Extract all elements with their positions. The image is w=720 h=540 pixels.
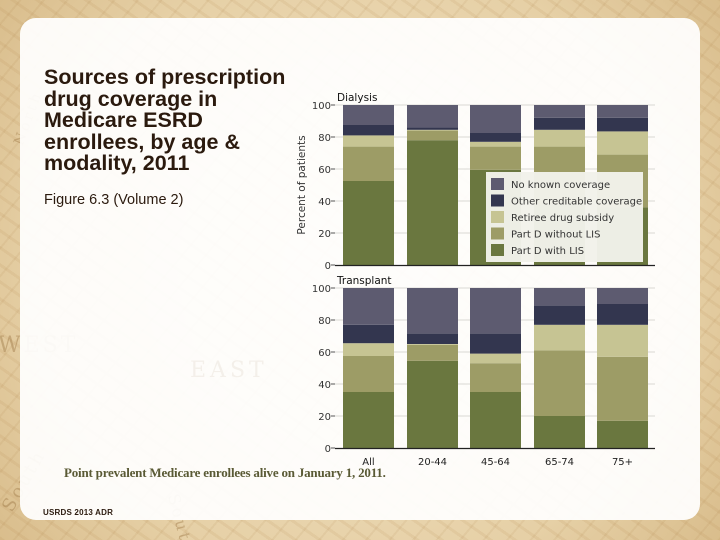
bar-segment-part-d-without-lis <box>407 344 458 361</box>
bar-segment-part-d-without-lis <box>470 146 521 170</box>
bar-segment-retiree-drug-subsidy <box>534 129 585 147</box>
bar-segment-retiree-drug-subsidy <box>343 135 394 147</box>
chart-footnote: Point prevalent Medicare enrollees alive… <box>64 465 386 480</box>
bar-segment-no-known-coverage <box>343 105 394 125</box>
bar-segment-other-creditable-coverage <box>597 117 648 132</box>
legend-label: Part D without LIS <box>511 230 600 241</box>
y-tick-label: 80 <box>318 316 331 327</box>
bar-segment-no-known-coverage <box>470 105 521 133</box>
bar-segment-retiree-drug-subsidy <box>407 129 458 131</box>
legend-label: Other creditable coverage <box>511 197 642 208</box>
y-tick-label: 60 <box>318 165 331 176</box>
legend-swatch <box>491 227 504 240</box>
y-tick-label: 80 <box>318 133 331 144</box>
bar-segment-part-d-without-lis <box>343 146 394 181</box>
bar-segment-retiree-drug-subsidy <box>534 324 585 351</box>
y-tick-label: 100 <box>312 284 331 295</box>
x-tick-label: 65-74 <box>545 457 574 468</box>
panel-watermark-word: EAST <box>190 358 268 383</box>
bar-segment-no-known-coverage <box>597 288 648 304</box>
bar-segment-part-d-with-lis <box>597 420 648 448</box>
bar-segment-retiree-drug-subsidy <box>597 131 648 155</box>
bar-segment-no-known-coverage <box>343 288 394 325</box>
bar-segment-other-creditable-coverage <box>597 304 648 325</box>
bar-segment-retiree-drug-subsidy <box>470 141 521 147</box>
bar-segment-retiree-drug-subsidy <box>407 344 458 345</box>
x-tick-label: 75+ <box>612 457 633 468</box>
legend-swatch <box>491 194 504 207</box>
bar-segment-part-d-with-lis <box>407 140 458 265</box>
legend-label: Part D with LIS <box>511 246 584 257</box>
bar-segment-no-known-coverage <box>407 105 458 128</box>
x-tick-label: All <box>362 457 374 468</box>
bar-segment-other-creditable-coverage <box>407 333 458 344</box>
y-tick-label: 20 <box>318 412 331 423</box>
y-tick-label: 40 <box>318 380 331 391</box>
figure-reference: Figure 6.3 (Volume 2) <box>44 192 184 208</box>
bar-segment-no-known-coverage <box>470 288 521 334</box>
bar-segment-no-known-coverage <box>597 105 648 118</box>
bar-segment-part-d-with-lis <box>534 416 585 448</box>
bar-segment-other-creditable-coverage <box>343 324 394 344</box>
bar-segment-part-d-without-lis <box>597 356 648 421</box>
y-tick-label: 0 <box>325 444 331 455</box>
y-tick-label: 60 <box>318 348 331 359</box>
bar-segment-part-d-with-lis <box>343 181 394 265</box>
legend-label: Retiree drug subsidy <box>511 213 614 224</box>
source-label: USRDS 2013 ADR <box>43 508 114 517</box>
legend-label: No known coverage <box>511 180 610 191</box>
y-tick-label: 0 <box>325 261 331 272</box>
bar-segment-part-d-without-lis <box>534 350 585 416</box>
bar-segment-retiree-drug-subsidy <box>470 353 521 364</box>
y-tick-label: 100 <box>312 101 331 112</box>
y-tick-label: 20 <box>318 229 331 240</box>
x-tick-label: 20-44 <box>418 457 447 468</box>
bar-segment-other-creditable-coverage <box>470 133 521 142</box>
y-axis-label: Percent of patients <box>296 135 308 234</box>
bar-segment-other-creditable-coverage <box>534 117 585 130</box>
bar-segment-part-d-without-lis <box>343 356 394 392</box>
bar-segment-part-d-with-lis <box>343 392 394 448</box>
bar-segment-other-creditable-coverage <box>534 305 585 325</box>
bar-segment-no-known-coverage <box>407 288 458 334</box>
bar-segment-part-d-with-lis <box>407 360 458 448</box>
x-tick-label: 45-64 <box>481 457 510 468</box>
bar-segment-other-creditable-coverage <box>343 125 394 136</box>
bar-segment-other-creditable-coverage <box>470 333 521 354</box>
bar-segment-part-d-without-lis <box>407 130 458 141</box>
panel-title: Dialysis <box>337 92 377 104</box>
legend-swatch <box>491 211 504 223</box>
bar-segment-no-known-coverage <box>534 288 585 306</box>
bar-segment-no-known-coverage <box>534 105 585 118</box>
bar-segment-part-d-with-lis <box>470 392 521 448</box>
panel-title: Transplant <box>336 275 392 287</box>
y-tick-label: 40 <box>318 197 331 208</box>
slide-title: Sources of prescription drug coverage in… <box>44 65 286 175</box>
legend-swatch <box>491 244 504 256</box>
bar-segment-other-creditable-coverage <box>407 127 458 130</box>
bar-segment-retiree-drug-subsidy <box>343 343 394 356</box>
legend-swatch <box>491 178 504 190</box>
legend-box <box>486 172 643 262</box>
bar-segment-retiree-drug-subsidy <box>597 324 648 357</box>
bar-segment-part-d-without-lis <box>470 363 521 392</box>
